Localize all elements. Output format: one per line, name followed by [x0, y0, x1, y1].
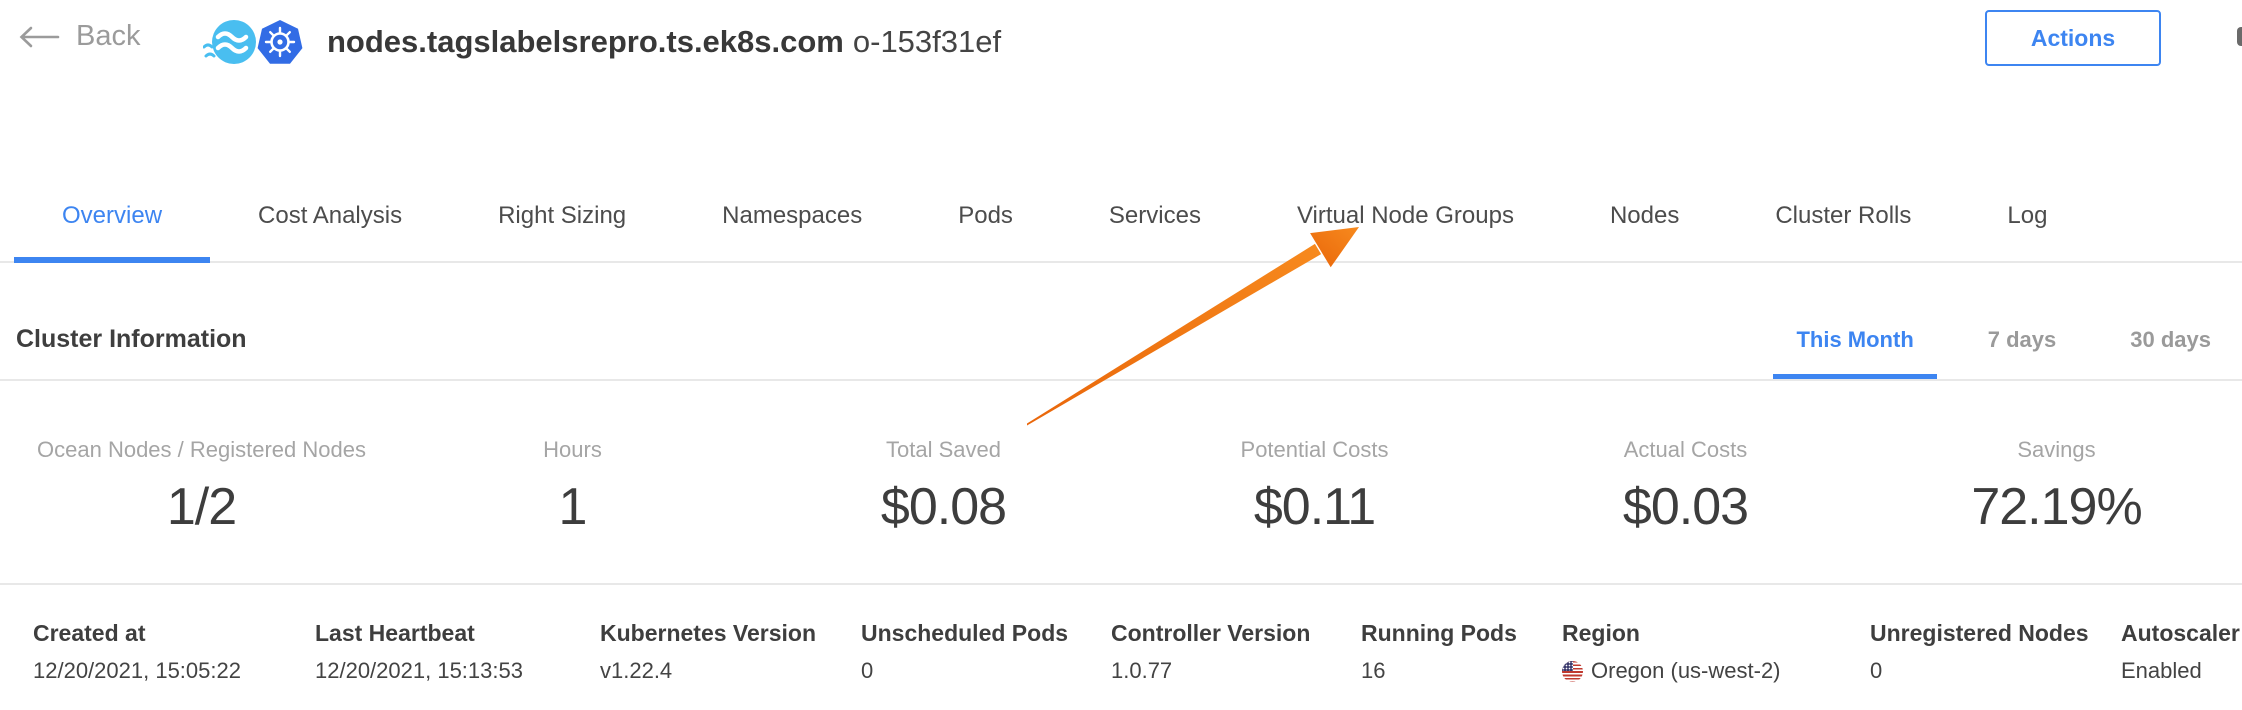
detail-label: Kubernetes Version [600, 620, 817, 646]
stat-value: 1 [558, 478, 588, 536]
section-title: Cluster Information [16, 325, 247, 353]
detail-label: Unregistered Nodes [1870, 620, 2089, 646]
tab-services[interactable]: Services [1108, 201, 1201, 229]
time-range-this-month[interactable]: This Month [1773, 300, 1938, 379]
time-range-7-days[interactable]: 7 days [1987, 326, 2057, 352]
stat-ocean-registered-nodes: Ocean Nodes / Registered Nodes 1/2 [16, 381, 387, 583]
edge-widget-handle[interactable] [2237, 27, 2242, 46]
stat-label: Ocean Nodes / Registered Nodes [37, 437, 366, 462]
tab-namespaces[interactable]: Namespaces [722, 201, 863, 229]
back-label: Back [76, 20, 141, 52]
stat-value: $0.08 [880, 478, 1007, 536]
tab-cost-analysis[interactable]: Cost Analysis [258, 201, 403, 229]
detail-value: 12/20/2021, 15:05:22 [33, 658, 241, 683]
stat-value: $0.03 [1622, 478, 1749, 536]
time-range-tabs: This Month 7 days 30 days [1773, 300, 2234, 379]
stat-label: Hours [543, 437, 602, 462]
detail-value: 12/20/2021, 15:13:53 [315, 658, 523, 683]
kubernetes-logo-icon [257, 20, 303, 71]
stat-label: Potential Costs [1240, 437, 1389, 462]
cluster-tab-bar: Overview Cost Analysis Right Sizing Name… [0, 170, 2242, 263]
cluster-details-row: Created at 12/20/2021, 15:05:22 Last Hea… [0, 585, 2242, 710]
stat-hours: Hours 1 [387, 381, 758, 583]
tab-cluster-rolls[interactable]: Cluster Rolls [1775, 201, 1912, 229]
detail-label: Last Heartbeat [315, 620, 475, 646]
detail-label: Autoscaler [2121, 620, 2240, 646]
stat-value: $0.11 [1253, 478, 1376, 536]
time-range-30-days[interactable]: 30 days [2130, 326, 2211, 352]
detail-value: 0 [861, 658, 874, 683]
cluster-information-section-header: Cluster Information This Month 7 days 30… [0, 300, 2242, 381]
detail-value: 0 [1870, 658, 1883, 683]
detail-value: 1.0.77 [1111, 658, 1173, 683]
actions-button[interactable]: Actions [1985, 10, 2161, 66]
detail-label: Unscheduled Pods [861, 620, 1069, 646]
detail-value: Enabled [2121, 658, 2202, 683]
cluster-stats-row: Ocean Nodes / Registered Nodes 1/2 Hours… [0, 381, 2242, 585]
stat-actual-costs: Actual Costs $0.03 [1500, 381, 1871, 583]
stat-label: Savings [2017, 437, 2096, 462]
us-flag-icon [1562, 660, 1583, 682]
stat-label: Total Saved [886, 437, 1001, 462]
tab-pods[interactable]: Pods [958, 201, 1013, 229]
page-title: nodes.tagslabelsrepro.ts.ek8s.com o-153f3… [327, 24, 1001, 60]
back-button[interactable]: Back [18, 20, 140, 53]
cluster-name: nodes.tagslabelsrepro.ts.ek8s.com [327, 24, 844, 59]
back-arrow-icon [19, 26, 60, 47]
stat-potential-costs: Potential Costs $0.11 [1129, 381, 1500, 583]
detail-value: v1.22.4 [600, 658, 673, 683]
stat-value: 1/2 [166, 478, 237, 536]
tab-right-sizing[interactable]: Right Sizing [498, 201, 627, 229]
detail-label: Region [1562, 620, 1640, 646]
tab-nodes[interactable]: Nodes [1609, 201, 1680, 229]
stat-savings: Savings 72.19% [1871, 381, 2242, 583]
ocean-logo-icon [202, 20, 257, 71]
tab-overview[interactable]: Overview [14, 170, 211, 263]
stat-value: 72.19% [1971, 478, 2142, 536]
stat-label: Actual Costs [1623, 437, 1748, 462]
detail-value: Oregon (us-west-2) [1591, 658, 1781, 683]
detail-label: Created at [33, 620, 146, 646]
tab-log[interactable]: Log [2007, 201, 2048, 229]
cluster-id: o-153f31ef [852, 24, 1002, 59]
detail-label: Running Pods [1361, 620, 1517, 646]
detail-value: 16 [1361, 658, 1386, 683]
stat-total-saved: Total Saved $0.08 [758, 381, 1129, 583]
tab-virtual-node-groups[interactable]: Virtual Node Groups [1296, 201, 1514, 229]
detail-label: Controller Version [1111, 620, 1311, 646]
